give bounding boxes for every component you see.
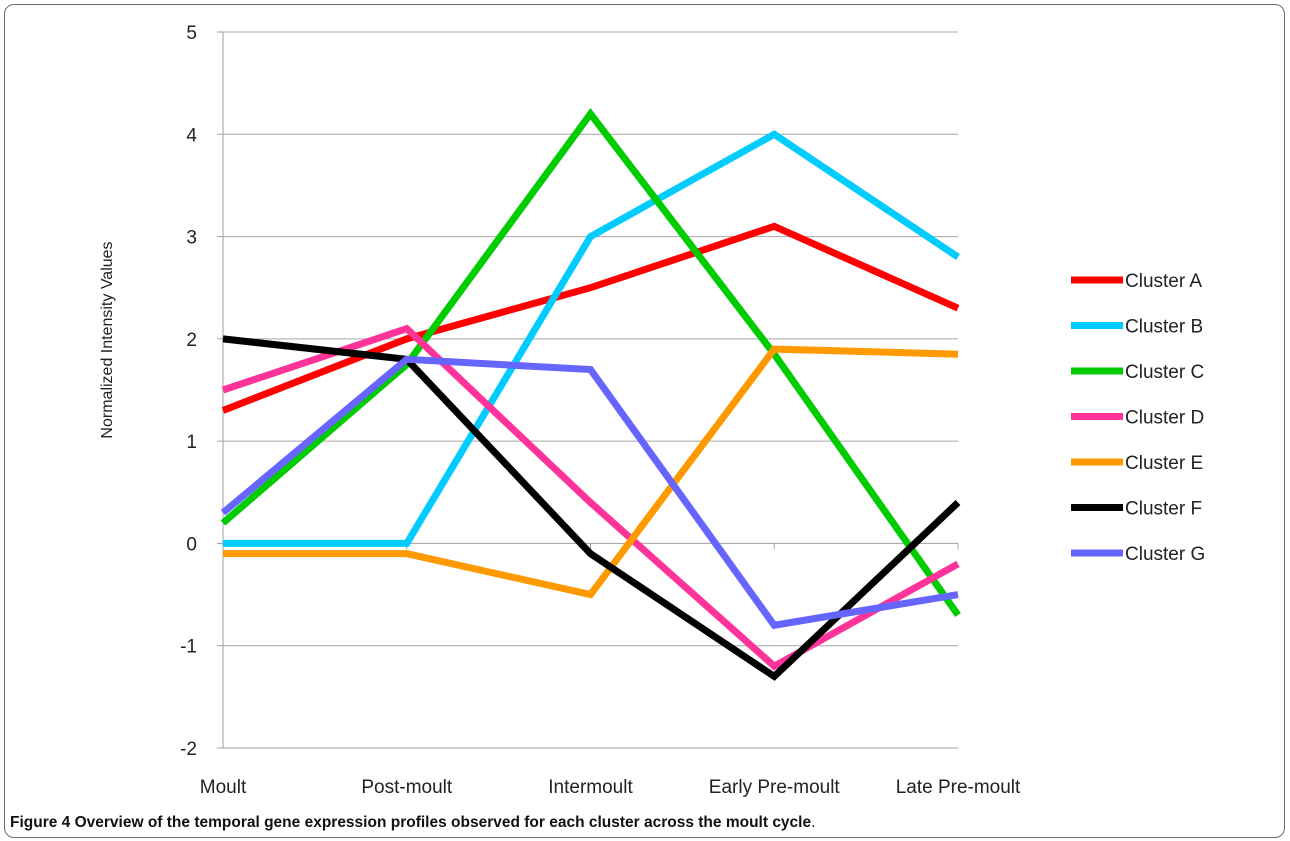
figure-caption: Figure 4 Overview of the temporal gene e… (10, 814, 815, 832)
y-tick-labels: -2 -1 0 1 2 3 4 5 (180, 23, 197, 760)
legend-label: Cluster G (1125, 544, 1205, 565)
legend-label: Cluster C (1125, 362, 1204, 383)
series-line (220, 107, 961, 618)
legend-label: Cluster F (1125, 499, 1202, 520)
y-tick-label: 0 (186, 534, 197, 555)
x-tick-label: Intermoult (548, 777, 633, 798)
x-tick-label: Post-moult (361, 777, 453, 798)
caption-tail: . (811, 814, 816, 831)
x-tick-labels: Moult Post-moult Intermoult Early Pre-moult… (200, 777, 1021, 798)
x-tick-label: Early Pre-moult (709, 777, 841, 798)
legend-label: Cluster A (1125, 271, 1202, 292)
y-tick-label: 1 (186, 432, 197, 453)
y-tick-label: 4 (186, 125, 197, 146)
legend-label: Cluster B (1125, 317, 1203, 338)
series-lines (220, 107, 961, 681)
gridlines (223, 31, 958, 749)
y-tick-label: 5 (186, 23, 197, 44)
series-line (223, 345, 959, 599)
y-axis-tick-marks (217, 31, 959, 749)
figure-frame (4, 4, 1285, 838)
series-line (220, 355, 959, 630)
caption-text: Figure 4 Overview of the temporal gene e… (10, 814, 812, 831)
x-tick-label: Late Pre-moult (896, 777, 1021, 798)
y-tick-label: -2 (180, 739, 197, 760)
y-tick-label: 2 (186, 330, 197, 351)
series-line (223, 130, 960, 547)
legend-label: Cluster D (1125, 408, 1204, 429)
legend-label: Cluster E (1125, 453, 1203, 474)
y-tick-label: 3 (186, 228, 197, 249)
y-axis-label: Normalized Intensity Values (99, 241, 116, 438)
x-tick-label: Moult (200, 777, 247, 798)
legend: Cluster A Cluster B Cluster C Cluster D Clus… (1071, 271, 1205, 565)
series-line (221, 222, 960, 414)
y-tick-label: -1 (180, 637, 197, 658)
